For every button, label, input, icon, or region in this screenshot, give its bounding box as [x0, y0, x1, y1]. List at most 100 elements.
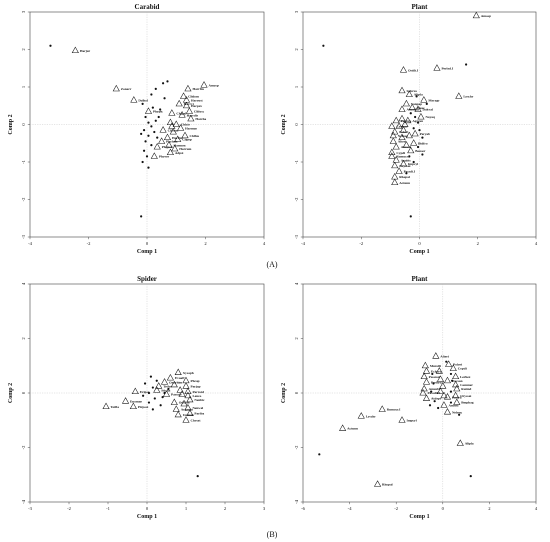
data-point-triangle	[144, 107, 153, 114]
x-tick-label: -2	[87, 241, 92, 246]
data-point-triangle	[388, 122, 396, 129]
data-point-triangle	[182, 416, 190, 423]
data-point-triangle	[184, 391, 192, 399]
data-point-label: Harrum	[179, 147, 191, 151]
data-point-label: Eleac	[417, 106, 425, 110]
data-point-label: Dokval	[423, 108, 433, 112]
data-point-triangle	[172, 405, 180, 412]
data-point-dot	[161, 82, 165, 85]
data-point-label: Chlcir	[181, 123, 191, 127]
data-point-triangle	[405, 90, 413, 97]
y-tick-label: 4	[294, 282, 299, 285]
data-point-triangle	[443, 376, 452, 384]
data-point-triangle	[414, 105, 422, 112]
data-point-triangle	[166, 148, 174, 156]
data-point-triangle	[185, 107, 193, 114]
data-point-dot	[437, 406, 440, 410]
data-point-triangle	[392, 116, 400, 124]
data-point-triangle	[162, 390, 171, 397]
data-point-triangle	[339, 424, 347, 431]
data-point-label: Amosp	[481, 14, 491, 18]
data-point-label: Alipla	[414, 93, 423, 97]
data-point-triangle	[422, 367, 431, 374]
data-point-triangle	[388, 148, 396, 156]
data-point-triangle	[398, 416, 406, 423]
y-tick-label: 4	[21, 282, 26, 285]
data-point-dot	[141, 160, 144, 164]
chart-title: Plant	[412, 3, 429, 11]
y-axis-label: Comp 2	[8, 383, 14, 403]
data-point-dot	[151, 408, 154, 411]
data-point-triangle	[180, 399, 188, 407]
data-point-dot	[140, 215, 143, 218]
data-point-dot	[433, 400, 436, 403]
data-point-triangle	[399, 159, 408, 167]
data-point-dot	[167, 387, 170, 391]
data-point-triangle	[184, 403, 192, 411]
data-point-label: Passdi.I	[404, 170, 416, 174]
data-point-label: Harmen	[173, 143, 185, 147]
data-point-dot	[445, 360, 448, 363]
data-point-dot	[428, 404, 432, 407]
data-point-label: Clifusc	[194, 110, 205, 114]
data-point-label: Lyschr	[463, 95, 473, 99]
data-point-label: Evaaff	[175, 376, 185, 380]
data-point-triangle	[155, 382, 163, 389]
data-point-dot	[153, 397, 156, 400]
data-point-label: Myragr	[428, 98, 440, 102]
data-point-triangle	[408, 103, 416, 111]
data-point-dot	[147, 134, 150, 137]
data-point-label: Amosp	[209, 83, 219, 87]
data-point-label: Actunn	[399, 181, 410, 185]
data-point-label: Commer	[460, 383, 473, 387]
data-point-label: Dolhol	[138, 98, 148, 102]
x-tick-label: 0	[146, 506, 149, 511]
data-point-triangle	[169, 127, 177, 135]
data-point-triangle	[407, 146, 415, 154]
data-point-label: Enomae	[130, 399, 142, 403]
data-point-dot	[147, 121, 150, 124]
data-point-triangle	[121, 397, 130, 404]
data-point-dot	[425, 102, 428, 105]
data-point-triangle	[422, 394, 431, 401]
x-tick-label: -4	[28, 241, 33, 246]
y-tick-label: 0	[294, 391, 299, 394]
data-point-triangle	[168, 122, 176, 129]
x-tick-label: 2	[488, 506, 491, 511]
x-tick-label: 4	[263, 241, 266, 246]
data-point-triangle	[184, 84, 192, 92]
data-point-label: Odolon	[179, 401, 190, 405]
data-point-dot	[149, 375, 152, 378]
y-tick-label: 0	[21, 391, 26, 394]
data-point-triangle	[160, 378, 169, 385]
x-tick-label: -3	[28, 506, 33, 511]
data-point-dot	[449, 372, 453, 376]
data-point-label: Harrvi	[184, 102, 194, 106]
chart-title: Carabid	[135, 3, 160, 11]
data-point-label: Harrust	[191, 98, 204, 102]
x-tick-label: 0	[418, 241, 421, 246]
data-point-triangle	[186, 409, 194, 416]
data-point-dot	[430, 390, 433, 393]
x-tick-label: 2	[204, 241, 207, 246]
data-point-triangle	[456, 439, 464, 446]
data-point-triangle	[395, 167, 403, 174]
data-point-triangle	[178, 111, 186, 118]
data-point-label: Vanpap	[411, 102, 422, 106]
x-axis-label: Comp 1	[409, 514, 429, 520]
data-point-triangle	[184, 387, 192, 395]
data-point-dot	[416, 145, 420, 149]
data-point-dot	[412, 127, 415, 130]
data-point-label: Echcru	[431, 369, 442, 373]
data-point-triangle	[435, 367, 443, 374]
data-point-triangle	[419, 388, 427, 396]
data-point-label: Clidom	[188, 95, 199, 99]
y-axis-label: Comp 2	[281, 383, 287, 403]
data-point-triangle	[445, 360, 453, 367]
data-point-label: Parrotd	[192, 390, 204, 394]
data-point-dot	[196, 475, 199, 478]
data-point-label: Harpav	[191, 104, 202, 108]
data-point-triangle	[150, 152, 158, 159]
data-point-label: Phylum	[166, 140, 177, 144]
data-point-dot	[150, 144, 153, 147]
